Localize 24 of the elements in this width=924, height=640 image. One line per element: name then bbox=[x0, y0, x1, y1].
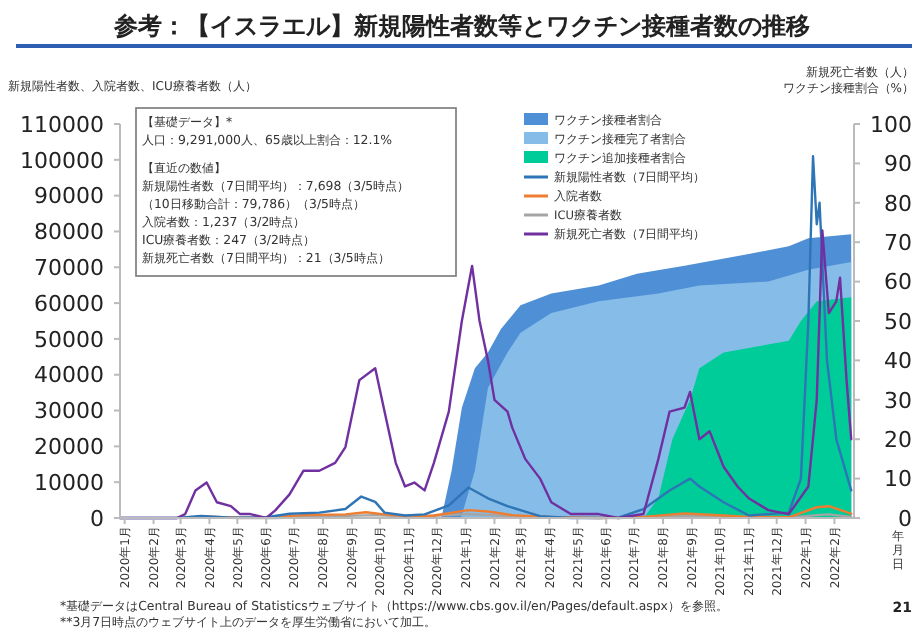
chart-title: 参考：【イスラエル】新規陽性者数等とワクチン接種者数の推移 bbox=[112, 12, 810, 40]
y-tick-label: 0 bbox=[90, 505, 104, 532]
y-tick-label: 80000 bbox=[34, 219, 104, 246]
y2-tick-label: 10 bbox=[884, 466, 912, 493]
y2-tick-label: 100 bbox=[870, 111, 912, 138]
y2-tick-label: 80 bbox=[884, 190, 912, 217]
y-tick-label: 50000 bbox=[34, 326, 104, 353]
y-tick-label: 70000 bbox=[34, 254, 104, 281]
y2-tick-label: 50 bbox=[884, 308, 912, 335]
y-tick-label: 60000 bbox=[34, 290, 104, 317]
y-tick-label: 20000 bbox=[34, 434, 104, 461]
y2-tick-label: 40 bbox=[884, 348, 912, 375]
y2-tick-label: 70 bbox=[884, 229, 912, 256]
y-tick-label: 100000 bbox=[20, 147, 104, 174]
y-tick-label: 110000 bbox=[20, 111, 104, 138]
y2-tick-label: 60 bbox=[884, 269, 912, 296]
y2-tick-label: 90 bbox=[884, 151, 912, 178]
y-tick-label: 40000 bbox=[34, 362, 104, 389]
y-tick-label: 30000 bbox=[34, 398, 104, 425]
y2-tick-label: 30 bbox=[884, 387, 912, 414]
y2-tick-label: 20 bbox=[884, 426, 912, 453]
y2-tick-label: 0 bbox=[898, 505, 912, 532]
y-tick-label: 90000 bbox=[34, 183, 104, 210]
y-tick-label: 10000 bbox=[34, 469, 104, 496]
